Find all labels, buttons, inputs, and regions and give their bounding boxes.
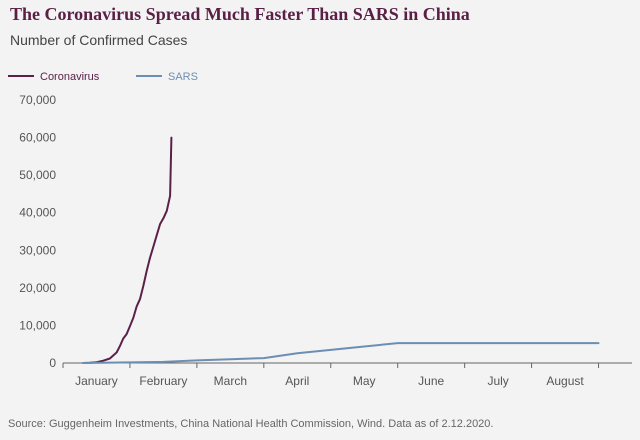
chart-subtitle: Number of Confirmed Cases <box>10 32 188 48</box>
chart-series <box>82 136 600 364</box>
x-tick-label: June <box>418 374 444 388</box>
y-tick-label: 20,000 <box>19 281 56 295</box>
x-tick-label: January <box>75 374 118 388</box>
x-tick-label: April <box>285 374 309 388</box>
y-tick-label: 60,000 <box>19 131 56 145</box>
x-tick-label: May <box>353 374 376 388</box>
chart-legend: Coronavirus SARS <box>8 71 198 83</box>
legend-label-sars: SARS <box>168 71 198 83</box>
x-tick-label: August <box>546 374 584 388</box>
x-tick-label: March <box>214 374 247 388</box>
y-tick-label: 10,000 <box>19 318 56 332</box>
legend-label-coronavirus: Coronavirus <box>40 71 100 83</box>
x-tick-label: July <box>487 374 508 388</box>
x-tick-label: February <box>139 374 187 388</box>
x-axis: January February March April May June July Augu… <box>62 362 632 388</box>
source-note: Source: Guggenheim Investments, China Na… <box>8 418 494 430</box>
y-tick-label: 40,000 <box>19 206 56 220</box>
chart-title: The Coronavirus Spread Much Faster Than … <box>10 4 470 24</box>
series-line-sars <box>82 342 600 364</box>
y-tick-label: 70,000 <box>19 93 56 107</box>
line-chart: Coronavirus SARS 0 10,000 20,000 30,000 40,00… <box>8 71 632 388</box>
y-tick-label: 50,000 <box>19 168 56 182</box>
y-tick-label: 0 <box>49 356 56 370</box>
series-line-coronavirus <box>82 136 173 364</box>
y-axis: 0 10,000 20,000 30,000 40,000 50,000 60,000 70,… <box>19 93 56 370</box>
y-tick-label: 30,000 <box>19 243 56 257</box>
